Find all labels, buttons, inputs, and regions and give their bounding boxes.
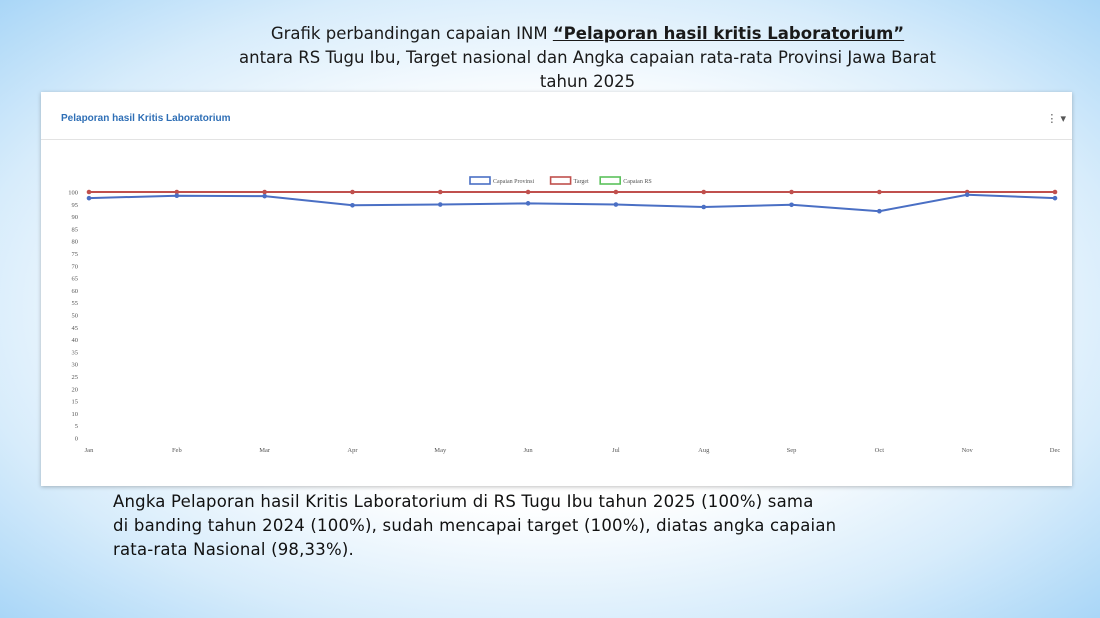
- y-tick-label: 0: [75, 436, 78, 443]
- data-point: [701, 204, 707, 210]
- data-point: [1052, 195, 1058, 201]
- legend-label: Capaian RS: [623, 179, 652, 185]
- data-point: [613, 189, 619, 195]
- data-point: [262, 193, 267, 199]
- x-tick-label: Feb: [172, 447, 182, 454]
- y-tick-label: 60: [72, 288, 79, 295]
- slide-title-highlight: “Pelaporan hasil kritis Laboratorium”: [552, 24, 905, 43]
- data-point: [262, 189, 267, 195]
- y-tick-label: 25: [72, 374, 79, 381]
- legend-swatch: [599, 176, 622, 185]
- y-tick-label: 90: [72, 214, 79, 221]
- slide-title-line1: Grafik perbandingan capaian INM “Pelapor…: [270, 24, 905, 43]
- kebab-menu-icon[interactable]: ⋮ ▾: [1046, 113, 1066, 125]
- legend-swatch: [469, 176, 491, 185]
- data-point: [877, 189, 882, 195]
- data-point: [877, 208, 882, 214]
- y-tick-label: 95: [72, 202, 79, 209]
- caption-line1: Angka Pelaporan hasil Kritis Laboratoriu…: [113, 492, 814, 511]
- legend-label: Capaian Provinsi: [493, 179, 534, 185]
- x-tick-label: Nov: [962, 447, 974, 454]
- y-tick-label: 20: [72, 386, 79, 393]
- y-tick-label: 35: [72, 349, 79, 356]
- y-tick-label: 55: [72, 300, 79, 307]
- data-point: [525, 189, 531, 195]
- data-point: [86, 195, 92, 201]
- data-point: [964, 192, 970, 198]
- x-tick-label: Jul: [612, 447, 620, 454]
- data-point: [701, 189, 707, 195]
- y-tick-label: 15: [72, 399, 79, 406]
- y-tick-label: 85: [72, 226, 79, 233]
- data-point: [350, 202, 355, 208]
- line-chart: 0 5 10 15 20 25 30 35 40 45 50 55 60 65 70 75 80 85 90 95 10…: [68, 176, 1061, 454]
- y-tick-label: 75: [72, 251, 79, 258]
- data-point: [789, 189, 794, 195]
- data-point: [437, 202, 443, 207]
- data-point: [437, 189, 443, 195]
- slide-title: Grafik perbandingan capaian INM “Pelapor…: [0, 22, 1100, 94]
- series-line: [88, 193, 1056, 213]
- chart-card: Pelaporan hasil Kritis Laboratorium ⋮ ▾: [41, 92, 1072, 486]
- y-tick-label: 100: [68, 190, 78, 197]
- legend-label: Target: [574, 179, 589, 185]
- data-point: [613, 202, 619, 207]
- data-point: [789, 202, 794, 208]
- x-tick-label: Jan: [85, 447, 94, 454]
- caption-line3: rata-rata Nasional (98,33%).: [113, 540, 354, 559]
- y-tick-label: 80: [72, 239, 79, 246]
- y-tick-label: 30: [72, 362, 79, 369]
- x-tick-label: Mar: [259, 447, 271, 454]
- y-tick-label: 5: [75, 423, 78, 430]
- x-tick-label: Apr: [347, 447, 358, 454]
- x-tick-label: Jun: [524, 447, 534, 454]
- slide-title-line2: antara RS Tugu Ibu, Target nasional dan …: [239, 48, 936, 67]
- slide-title-line3: tahun 2025: [539, 72, 636, 91]
- data-point: [174, 193, 180, 198]
- chart-card-header: Pelaporan hasil Kritis Laboratorium ⋮ ▾: [41, 92, 1072, 140]
- chart-card-title: Pelaporan hasil Kritis Laboratorium: [61, 113, 231, 124]
- y-tick-label: 50: [72, 313, 79, 320]
- caption-line2: di banding tahun 2024 (100%), sudah menc…: [113, 516, 837, 535]
- data-point: [1052, 189, 1058, 195]
- x-tick-label: May: [434, 447, 447, 454]
- legend-swatch: [549, 176, 572, 185]
- data-point: [525, 201, 531, 206]
- data-point: [350, 189, 355, 195]
- y-tick-label: 70: [72, 263, 79, 270]
- data-point: [86, 189, 92, 195]
- data-point: [174, 189, 180, 195]
- slide-caption: Angka Pelaporan hasil Kritis Laboratoriu…: [113, 490, 1043, 562]
- x-tick-label: Aug: [698, 447, 710, 454]
- y-tick-label: 40: [72, 337, 79, 344]
- y-tick-label: 10: [72, 411, 79, 418]
- x-tick-label: Oct: [875, 447, 885, 454]
- y-tick-label: 45: [72, 325, 79, 332]
- x-tick-label: Dec: [1050, 447, 1061, 454]
- y-tick-label: 65: [72, 276, 79, 283]
- x-tick-label: Sep: [787, 447, 797, 454]
